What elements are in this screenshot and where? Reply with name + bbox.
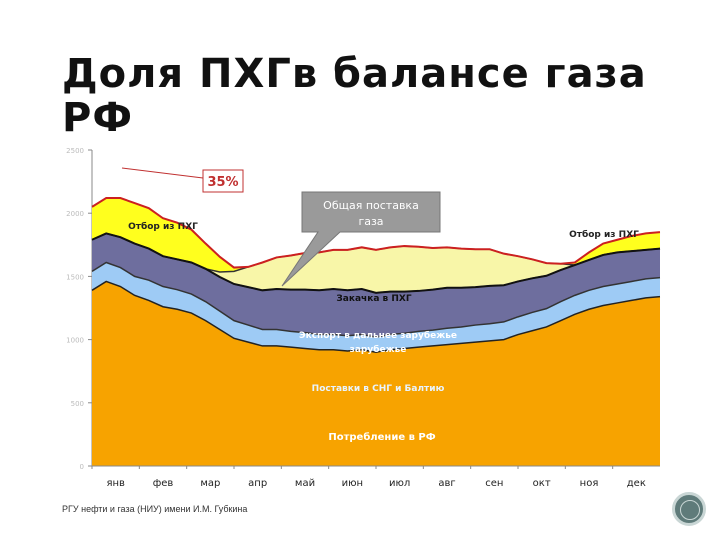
x-tick-label-2: мар xyxy=(200,478,220,489)
label-export-line2: зарубежье xyxy=(350,344,407,355)
total-supply-line xyxy=(91,232,661,294)
series-area-0 xyxy=(92,281,660,466)
slide-title-line2: РФ xyxy=(62,95,133,141)
x-tick-label-5: июн xyxy=(342,478,363,489)
pct-label: 35% xyxy=(207,175,238,190)
x-tick-label-8: сен xyxy=(485,478,503,489)
slide-title: Доля ПХГв балансе газа РФ xyxy=(62,52,702,140)
y-tick-label: 500 xyxy=(71,400,84,408)
x-tick-label-0: янв xyxy=(106,478,125,489)
total-supply-callout-text-2: газа xyxy=(358,215,383,228)
series-area-3 xyxy=(92,233,660,293)
x-tick-label-3: апр xyxy=(248,478,267,489)
x-tick-label-7: авг xyxy=(438,478,455,489)
footer-source: РГУ нефти и газа (НИУ) имени И.М. Губкин… xyxy=(62,504,248,514)
x-tick-label-9: окт xyxy=(533,478,551,489)
series-line-1 xyxy=(91,261,661,338)
label-cis-supply: Поставки в СНГ и Балтию xyxy=(312,384,445,394)
pct-leader xyxy=(121,167,204,179)
x-tick-label-11: дек xyxy=(627,478,646,489)
x-tick-label-1: фев xyxy=(153,478,174,489)
series-area-2 xyxy=(92,233,660,338)
label-injection: Закачка в ПХГ xyxy=(336,294,411,304)
label-withdrawal-dec: Отбор из ПХГ xyxy=(569,229,639,240)
label-export: Экспорт в дальнее зарубежье xyxy=(299,330,457,341)
slide-title-line1: Доля ПХГв балансе газа xyxy=(62,51,647,97)
total-supply-callout xyxy=(281,191,441,287)
label-consumption: Потребление в РФ xyxy=(328,431,435,443)
x-tick-label-10: ноя xyxy=(580,478,599,489)
x-tick-label-4: май xyxy=(295,478,315,489)
series-area-1 xyxy=(92,262,660,353)
y-tick-label: 1500 xyxy=(66,273,84,281)
y-tick-label: 1000 xyxy=(66,337,84,345)
slide-nav-button[interactable] xyxy=(672,492,706,526)
series-line-4 xyxy=(91,197,661,269)
pct-box xyxy=(202,169,244,193)
label-withdrawal-winter: Отбор из ПХГ xyxy=(128,221,198,232)
y-tick-label: 2500 xyxy=(66,147,84,155)
y-tick-label: 0 xyxy=(80,463,84,471)
total-supply-callout-text-1: Общая поставка xyxy=(323,199,419,212)
y-tick-label: 2000 xyxy=(66,210,84,218)
series-line-0 xyxy=(91,280,661,354)
x-tick-label-6: июл xyxy=(389,478,410,489)
